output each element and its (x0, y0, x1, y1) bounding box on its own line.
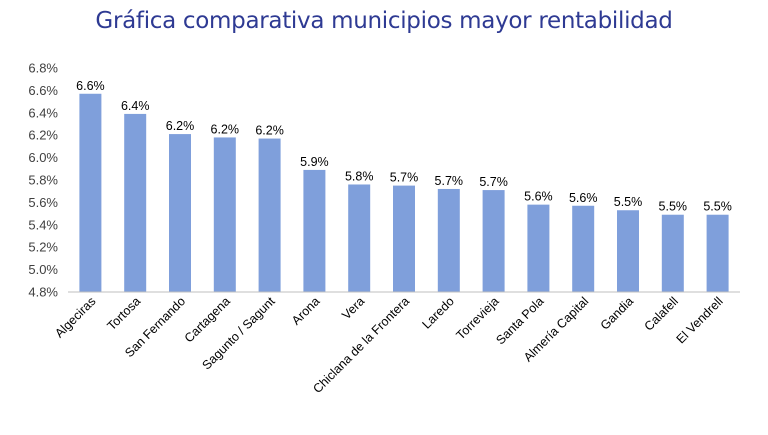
y-tick-label: 6.6% (28, 83, 58, 98)
data-label: 5.7% (479, 175, 508, 189)
y-tick-label: 4.8% (28, 285, 58, 300)
bar-15 (706, 214, 729, 292)
category-label: Calafell (642, 294, 681, 333)
y-tick-label: 5.8% (28, 173, 58, 188)
bar-6 (303, 169, 326, 292)
data-label: 6.2% (166, 119, 195, 133)
y-tick-label: 6.0% (28, 150, 58, 165)
bar-13 (617, 210, 639, 292)
bar-3 (169, 134, 191, 292)
bar-2 (124, 113, 147, 292)
data-label: 6.2% (255, 124, 284, 138)
category-label: El Vendrell (674, 294, 726, 346)
data-label: 6.4% (121, 99, 150, 113)
data-label: 5.8% (345, 169, 374, 183)
y-tick-label: 5.2% (28, 240, 58, 255)
category-label: Laredo (419, 294, 456, 331)
bar-10 (482, 190, 505, 292)
y-tick-label: 5.4% (28, 217, 58, 232)
bar-14 (661, 214, 684, 292)
y-tick-label: 5.0% (28, 262, 58, 277)
category-label: Vera (339, 294, 367, 322)
y-tick-label: 5.6% (28, 195, 58, 210)
bar-8 (393, 185, 415, 292)
y-tick-label: 6.8% (28, 61, 58, 76)
data-label: 5.6% (569, 191, 598, 205)
data-label: 5.6% (524, 190, 553, 204)
data-label: 6.2% (211, 122, 240, 136)
y-tick-label: 6.4% (28, 105, 58, 120)
chart-title: Gráfica comparativa municipios mayor ren… (95, 8, 673, 34)
category-label: Algeciras (52, 294, 98, 340)
bar-5 (258, 138, 281, 292)
category-label: Tortosa (104, 294, 143, 333)
bar-4 (213, 137, 236, 292)
data-label: 5.5% (703, 200, 732, 214)
data-label: 5.7% (435, 174, 464, 188)
category-label: Gandia (598, 294, 636, 332)
bar-12 (572, 205, 595, 292)
bar-7 (348, 184, 371, 292)
category-label: Arona (289, 294, 323, 328)
y-tick-label: 6.2% (28, 128, 58, 143)
bar-9 (437, 188, 460, 292)
data-label: 5.5% (659, 200, 688, 214)
bar-1 (79, 93, 102, 292)
data-label: 6.6% (76, 79, 105, 93)
data-label: 5.7% (390, 171, 419, 185)
data-label: 5.5% (614, 195, 643, 209)
data-label: 5.9% (300, 155, 329, 169)
bar-11 (527, 204, 550, 292)
